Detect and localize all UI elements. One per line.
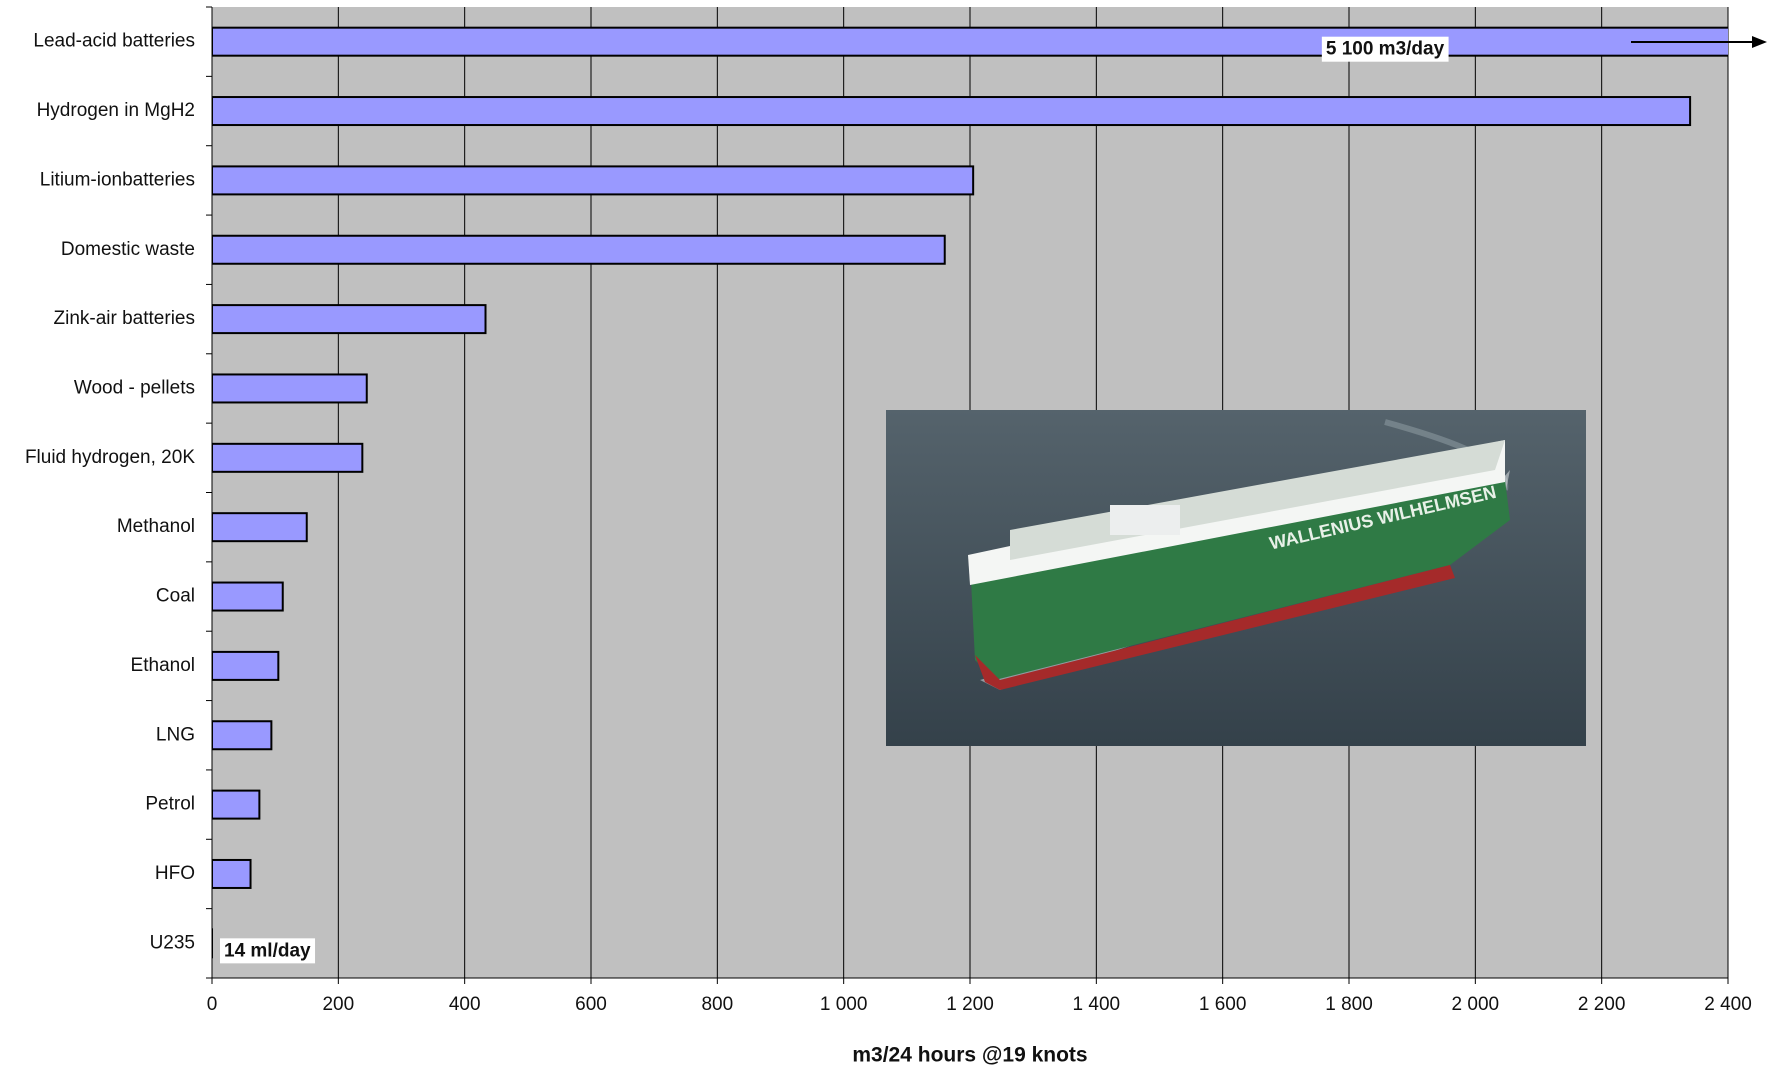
bar <box>212 234 946 265</box>
bar <box>212 858 252 889</box>
bar <box>212 720 273 751</box>
bar <box>212 650 280 681</box>
value-label: 5 100 m3/day <box>1326 39 1445 60</box>
y-tick-label: U235 <box>150 932 195 953</box>
y-tick-label: LNG <box>156 724 195 745</box>
bar <box>212 96 1692 127</box>
x-tick-label: 600 <box>575 994 607 1015</box>
y-tick-label: Zink-air batteries <box>54 308 196 329</box>
ship-photo: WALLENIUS WILHELMSEN <box>886 410 1586 746</box>
x-tick-label: 2 000 <box>1452 994 1500 1015</box>
arrow-head <box>1752 36 1767 48</box>
bar <box>212 581 284 612</box>
value-label-box <box>220 938 316 964</box>
y-tick-label: Coal <box>156 586 195 607</box>
x-tick-label: 1 600 <box>1199 994 1247 1015</box>
y-tick-label: HFO <box>155 863 195 884</box>
x-tick-label: 200 <box>322 994 354 1015</box>
y-tick-label: Domestic waste <box>61 239 195 260</box>
x-tick-label: 1 400 <box>1073 994 1121 1015</box>
x-tick-label: 2 400 <box>1704 994 1752 1015</box>
bar <box>212 373 368 404</box>
y-tick-label: Methanol <box>117 516 195 537</box>
y-tick-label: Ethanol <box>131 655 195 676</box>
x-tick-label: 0 <box>207 994 218 1015</box>
value-label: 14 ml/day <box>224 940 311 961</box>
y-tick-label: Petrol <box>145 794 195 815</box>
bar <box>212 512 308 543</box>
x-axis-title: m3/24 hours @19 knots <box>852 1044 1087 1067</box>
x-tick-label: 2 200 <box>1578 994 1626 1015</box>
y-tick-label: Litium-ionbatteries <box>40 169 195 190</box>
y-tick-label: Fluid hydrogen, 20K <box>25 447 195 468</box>
bar <box>212 304 487 335</box>
x-tick-label: 1 200 <box>946 994 994 1015</box>
x-tick-label: 1 000 <box>820 994 868 1015</box>
x-tick-label: 400 <box>449 994 481 1015</box>
bar <box>212 165 975 196</box>
bar <box>212 789 261 820</box>
x-tick-label: 1 800 <box>1325 994 1373 1015</box>
y-tick-label: Lead-acid batteries <box>33 31 195 52</box>
bar <box>212 26 1728 57</box>
y-tick-label: Wood - pellets <box>74 377 195 398</box>
y-tick-label: Hydrogen in MgH2 <box>37 100 195 121</box>
x-tick-label: 800 <box>701 994 733 1015</box>
bar <box>212 442 364 473</box>
value-label-box <box>1321 36 1449 62</box>
